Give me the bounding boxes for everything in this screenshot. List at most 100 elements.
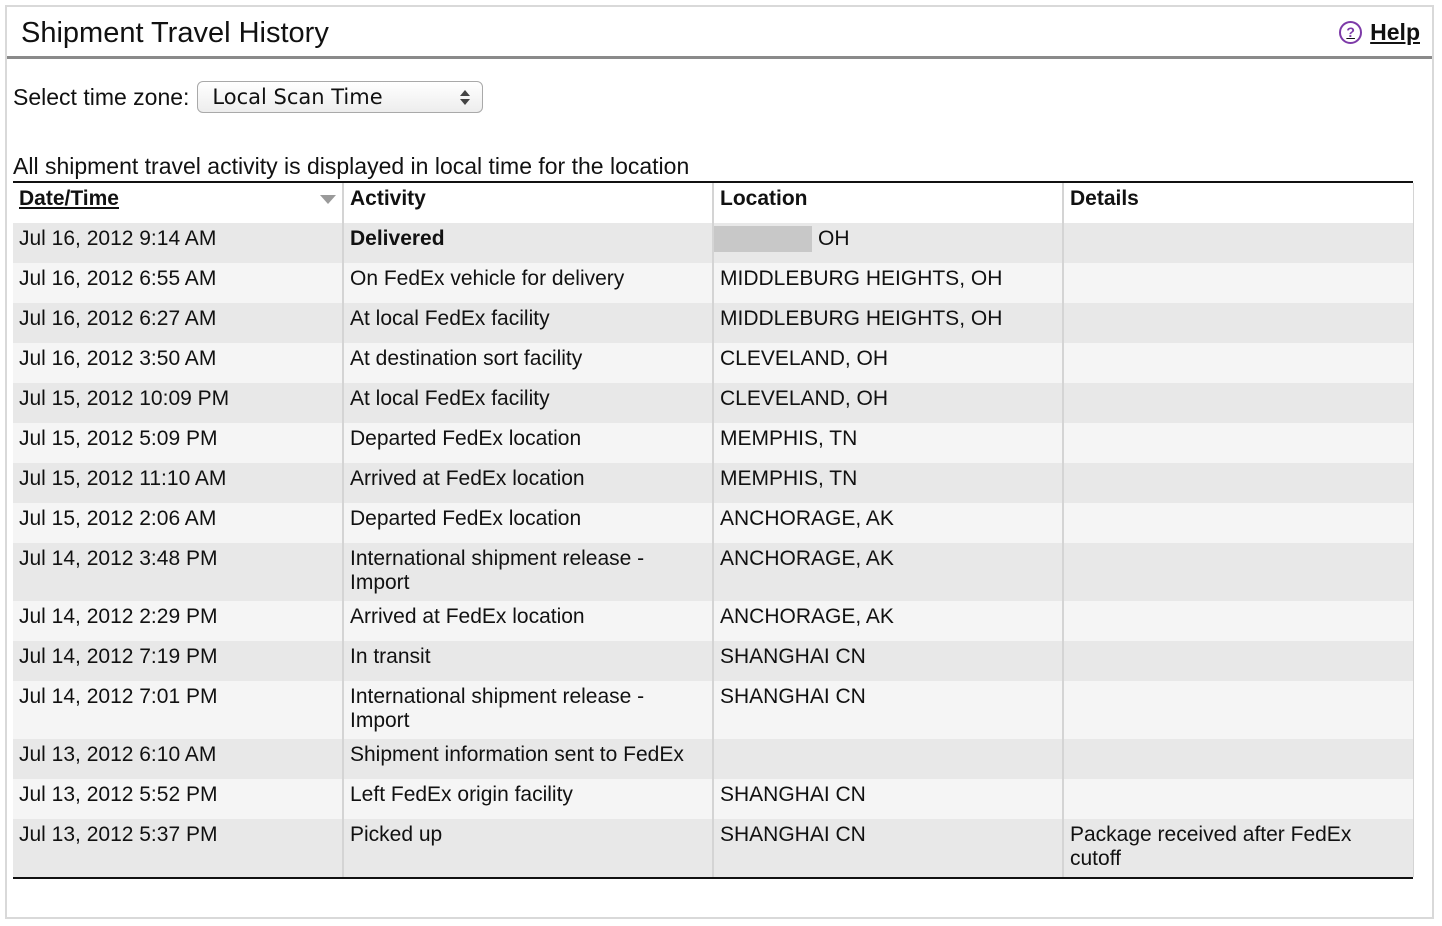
cell-activity-text: Left FedEx origin facility: [350, 783, 573, 806]
timezone-select[interactable]: Local Scan Time: [197, 81, 484, 113]
timezone-label: Select time zone:: [13, 83, 190, 110]
cell-activity: Arrived at FedEx location: [343, 601, 714, 641]
cell-activity: Shipment information sent to FedEx: [343, 739, 714, 779]
table-row: Jul 14, 2012 7:01 PM International shipme…: [13, 681, 1414, 739]
redacted-block: [714, 226, 812, 252]
help-link[interactable]: ? Help: [1339, 19, 1420, 46]
cell-datetime: Jul 16, 2012 6:55 AM: [13, 263, 344, 303]
table-row: Jul 14, 2012 7:19 PM In transit SHANGHAI C…: [13, 641, 1414, 681]
column-header-datetime[interactable]: Date/Time: [13, 183, 344, 223]
cell-details: [1063, 779, 1414, 819]
help-label[interactable]: Help: [1370, 19, 1420, 45]
table-header-row: Date/Time Activity Location Details: [13, 183, 1414, 223]
cell-details: [1063, 601, 1414, 641]
table-row: Jul 15, 2012 2:06 AM Departed FedEx locat…: [13, 503, 1414, 543]
cell-location: MEMPHIS, TN: [713, 423, 1064, 463]
cell-details: [1063, 223, 1414, 263]
cell-location-text: CLEVELAND, OH: [720, 347, 889, 370]
cell-datetime: Jul 16, 2012 9:14 AM: [13, 223, 344, 263]
cell-datetime: Jul 16, 2012 3:50 AM: [13, 343, 344, 383]
cell-location: OH: [713, 223, 1064, 263]
table-body: Jul 16, 2012 9:14 AM Delivered OH Jul 16, 2…: [13, 223, 1414, 877]
cell-activity: Departed FedEx location: [343, 423, 714, 463]
cell-activity: Left FedEx origin facility: [343, 779, 714, 819]
table-row: Jul 16, 2012 3:50 AM At destination sort …: [13, 343, 1414, 383]
cell-activity: Departed FedEx location: [343, 503, 714, 543]
cell-datetime: Jul 13, 2012 6:10 AM: [13, 739, 344, 779]
cell-location: ANCHORAGE, AK: [713, 601, 1064, 641]
cell-activity-text: Departed FedEx location: [350, 507, 582, 530]
cell-details-text: Package received after FedEx cutoff: [1070, 823, 1352, 870]
cell-location-text: OH: [818, 227, 850, 250]
cell-details: [1063, 343, 1414, 383]
cell-location: SHANGHAI CN: [713, 641, 1064, 681]
cell-activity-text: In transit: [350, 645, 431, 668]
cell-datetime: Jul 15, 2012 10:09 PM: [13, 383, 344, 423]
table-row: Jul 13, 2012 6:10 AM Shipment information…: [13, 739, 1414, 779]
cell-datetime: Jul 16, 2012 6:27 AM: [13, 303, 344, 343]
column-header-details: Details: [1063, 183, 1414, 223]
column-header-activity: Activity: [343, 183, 714, 223]
cell-location-text: SHANGHAI CN: [720, 685, 866, 708]
cell-datetime-text: Jul 13, 2012 5:37 PM: [19, 823, 218, 846]
cell-location-text: ANCHORAGE, AK: [720, 605, 894, 628]
cell-datetime: Jul 14, 2012 3:48 PM: [13, 543, 344, 601]
timezone-selected-value[interactable]: Local Scan Time: [212, 85, 383, 109]
cell-datetime: Jul 13, 2012 5:37 PM: [13, 819, 344, 877]
cell-details: [1063, 503, 1414, 543]
cell-location: SHANGHAI CN: [713, 779, 1064, 819]
cell-activity-text: Arrived at FedEx location: [350, 467, 585, 490]
cell-datetime-text: Jul 16, 2012 6:55 AM: [19, 267, 217, 290]
cell-datetime-text: Jul 13, 2012 6:10 AM: [19, 743, 217, 766]
cell-activity: Picked up: [343, 819, 714, 877]
sort-down-icon[interactable]: [320, 195, 336, 204]
cell-location: MIDDLEBURG HEIGHTS, OH: [713, 303, 1064, 343]
cell-location: [713, 739, 1064, 779]
cell-datetime: Jul 14, 2012 7:19 PM: [13, 641, 344, 681]
cell-activity-text: At local FedEx facility: [350, 387, 550, 410]
table-row: Jul 15, 2012 11:10 AM Arrived at FedEx lo…: [13, 463, 1414, 503]
cell-location-text: ANCHORAGE, AK: [720, 507, 894, 530]
cell-activity: In transit: [343, 641, 714, 681]
cell-datetime: Jul 15, 2012 2:06 AM: [13, 503, 344, 543]
cell-location: CLEVELAND, OH: [713, 383, 1064, 423]
cell-details: [1063, 263, 1414, 303]
cell-location: CLEVELAND, OH: [713, 343, 1064, 383]
cell-datetime: Jul 13, 2012 5:52 PM: [13, 779, 344, 819]
cell-datetime-text: Jul 16, 2012 6:27 AM: [19, 307, 217, 330]
cell-location-text: ANCHORAGE, AK: [720, 547, 894, 570]
cell-activity: International shipment release - Import: [343, 681, 714, 739]
cell-location: MIDDLEBURG HEIGHTS, OH: [713, 263, 1064, 303]
table-row: Jul 14, 2012 2:29 PM Arrived at FedEx loc…: [13, 601, 1414, 641]
cell-location-text: CLEVELAND, OH: [720, 387, 889, 410]
cell-datetime: Jul 15, 2012 11:10 AM: [13, 463, 344, 503]
cell-activity: On FedEx vehicle for delivery: [343, 263, 714, 303]
cell-details: [1063, 681, 1414, 739]
question-circle-icon[interactable]: ?: [1339, 21, 1363, 44]
cell-datetime-text: Jul 14, 2012 3:48 PM: [19, 547, 218, 570]
timezone-row: Select time zone: Local Scan Time: [13, 81, 484, 113]
cell-activity-text: Arrived at FedEx location: [350, 605, 585, 628]
cell-datetime-text: Jul 15, 2012 11:10 AM: [19, 467, 227, 490]
cell-location-text: SHANGHAI CN: [720, 783, 866, 806]
cell-datetime: Jul 15, 2012 5:09 PM: [13, 423, 344, 463]
select-arrows-icon[interactable]: [460, 87, 471, 107]
cell-activity-text: Delivered: [350, 227, 445, 250]
cell-activity: International shipment release - Import: [343, 543, 714, 601]
cell-details: [1063, 463, 1414, 503]
panel-header: Shipment Travel History ? Help: [7, 7, 1432, 59]
table-row: Jul 16, 2012 6:27 AM At local FedEx facil…: [13, 303, 1414, 343]
cell-activity-text: International shipment release - Import: [350, 685, 645, 732]
cell-location: SHANGHAI CN: [713, 681, 1064, 739]
cell-datetime-text: Jul 16, 2012 9:14 AM: [19, 227, 217, 250]
table-row: Jul 15, 2012 5:09 PM Departed FedEx locat…: [13, 423, 1414, 463]
cell-datetime-text: Jul 15, 2012 2:06 AM: [19, 507, 217, 530]
cell-datetime-text: Jul 15, 2012 5:09 PM: [19, 427, 218, 450]
cell-location-text: MIDDLEBURG HEIGHTS, OH: [720, 307, 1003, 330]
travel-history-panel: Shipment Travel History ? Help Select ti…: [5, 5, 1434, 919]
cell-activity: At local FedEx facility: [343, 383, 714, 423]
page-title: Shipment Travel History: [21, 17, 329, 49]
cell-location-text: SHANGHAI CN: [720, 823, 866, 846]
cell-details: [1063, 383, 1414, 423]
cell-datetime: Jul 14, 2012 2:29 PM: [13, 601, 344, 641]
